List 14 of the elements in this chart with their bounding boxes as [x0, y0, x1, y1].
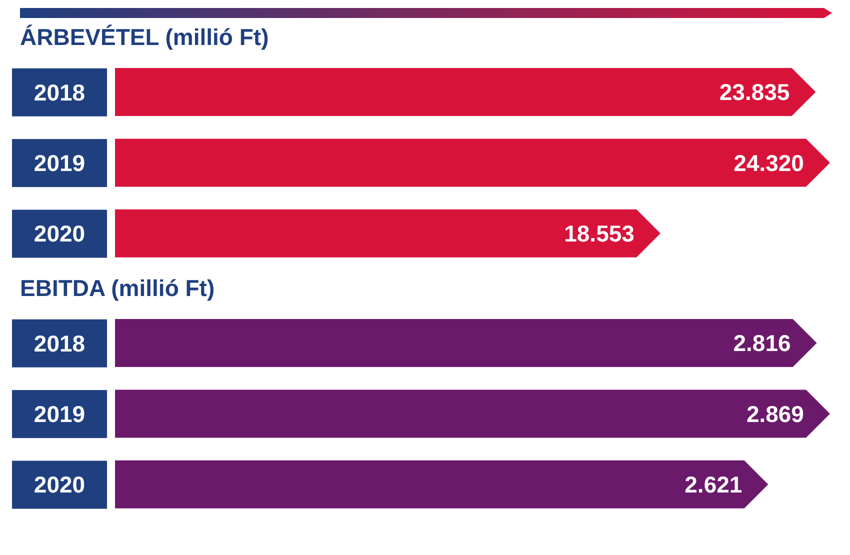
- y-tick-label: 2018: [34, 330, 86, 356]
- chart-title: ÁRBEVÉTEL (millió Ft): [20, 24, 270, 51]
- y-tick-label: 2020: [34, 472, 86, 498]
- chart-title: EBITDA (millió Ft): [20, 275, 216, 302]
- data-label: 2.621: [684, 472, 742, 498]
- y-tick-label: 2019: [34, 401, 86, 428]
- data-label: 23.835: [719, 79, 790, 106]
- y-tick-label: 2018: [34, 79, 86, 106]
- data-label: 2.816: [733, 330, 791, 356]
- y-tick-label: 2020: [34, 220, 86, 247]
- data-label: 2.869: [746, 400, 804, 427]
- data-label: 18.553: [564, 220, 634, 247]
- data-label: 24.320: [734, 150, 804, 176]
- y-tick-label: 2019: [34, 150, 86, 176]
